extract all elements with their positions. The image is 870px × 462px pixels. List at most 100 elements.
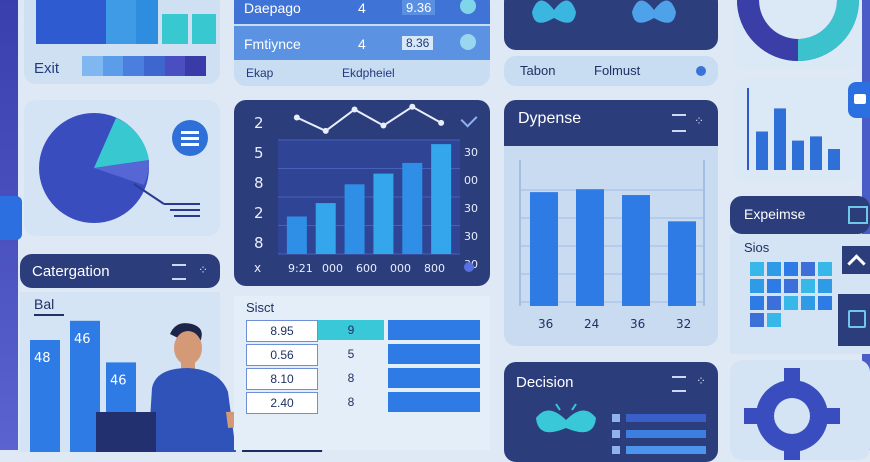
row-code: 8.36 xyxy=(402,36,434,50)
table-row[interactable]: 2.40 8 xyxy=(246,392,480,414)
cell: 8.95 xyxy=(246,320,318,342)
image-icon[interactable] xyxy=(848,206,868,224)
tile xyxy=(801,296,815,310)
y-tick-label-right: 30 xyxy=(464,230,478,243)
right-bars-panel xyxy=(734,78,860,182)
row-action-bar[interactable] xyxy=(388,344,480,364)
y-tick-label: 8 xyxy=(254,234,264,252)
y-tick-label: 2 xyxy=(254,114,264,132)
screen-icon[interactable] xyxy=(838,294,870,346)
y-tick-label-right: 30 xyxy=(464,146,478,159)
chevron-up-icon[interactable] xyxy=(842,246,870,274)
point xyxy=(322,127,329,134)
bar xyxy=(373,173,394,254)
y-tick-label: 5 xyxy=(254,144,264,162)
cell: 0.56 xyxy=(246,344,318,366)
butterfly-icon xyxy=(536,403,596,433)
legend-strip xyxy=(82,56,207,76)
row-action-bar[interactable] xyxy=(388,320,480,340)
bar xyxy=(668,221,696,306)
tile xyxy=(818,262,832,276)
tile xyxy=(767,313,781,327)
exit-label: Exit xyxy=(34,60,60,77)
tile xyxy=(818,296,832,310)
bar xyxy=(402,162,423,254)
row-action-icon[interactable] xyxy=(460,34,476,50)
decision-panel: Decision ⁘ xyxy=(504,362,718,462)
tile xyxy=(784,296,798,310)
cell: 8.10 xyxy=(246,368,318,390)
row-code: 9.36 xyxy=(402,0,436,15)
point xyxy=(438,119,445,126)
bar xyxy=(530,192,558,306)
dot-icon[interactable] xyxy=(464,262,474,272)
butterfly-footer: Tabon Folmust xyxy=(504,56,718,86)
row-action-bar[interactable] xyxy=(388,368,480,388)
x-tick-label: 000 xyxy=(322,262,343,275)
row-value: 4 xyxy=(358,0,366,16)
dypense-header xyxy=(504,100,718,146)
right-tab-icon[interactable] xyxy=(848,82,870,118)
gear-panel xyxy=(730,360,870,460)
bar xyxy=(828,149,840,170)
list-item[interactable] xyxy=(612,430,620,438)
experience-title: Expeimse xyxy=(744,206,806,222)
menu-icon[interactable] xyxy=(672,376,686,392)
point xyxy=(293,114,300,121)
tile xyxy=(750,262,764,276)
donut-panel xyxy=(734,0,860,70)
bar xyxy=(622,195,650,306)
point xyxy=(409,103,416,110)
table-row[interactable] xyxy=(234,0,490,24)
x-tick-label: 600 xyxy=(356,262,377,275)
bar xyxy=(315,203,336,254)
table-row[interactable]: 8.10 8 xyxy=(246,368,480,390)
footer-mid: Ekdpheiel xyxy=(342,66,395,80)
tile xyxy=(767,262,781,276)
x-tick-label: 36 xyxy=(630,317,645,331)
table-row[interactable]: 8.95 9 xyxy=(246,320,480,342)
tile xyxy=(750,279,764,293)
cell: 5 xyxy=(318,344,384,364)
categorization-header: Catergation ⁘ xyxy=(20,254,220,288)
cell: 9 xyxy=(318,320,384,340)
dot-icon[interactable] xyxy=(696,66,706,76)
experience-header: Expeimse xyxy=(730,196,870,234)
cell: 8 xyxy=(318,368,384,388)
right-bar-chart xyxy=(747,88,840,170)
bar xyxy=(431,144,452,254)
row-action-icon[interactable] xyxy=(460,0,476,14)
more-icon[interactable]: ⁘ xyxy=(696,374,707,388)
tile xyxy=(801,279,815,293)
left-tab-icon[interactable] xyxy=(0,196,22,240)
x-tick-label: 36 xyxy=(538,317,553,331)
row-name: Fmtiynce xyxy=(244,36,301,52)
row-name: Daepago xyxy=(244,0,301,16)
more-icon[interactable]: ⁘ xyxy=(694,114,705,128)
gear-icon xyxy=(744,368,840,460)
list-item[interactable] xyxy=(612,446,620,454)
small-table-title: Sisct xyxy=(246,300,275,315)
folmust-label: Folmust xyxy=(594,63,641,78)
tile-grid xyxy=(750,262,832,327)
row-action-bar[interactable] xyxy=(388,392,480,412)
butterfly-panel xyxy=(504,0,718,50)
row-value: 4 xyxy=(358,36,366,52)
experience-sub: Sios xyxy=(744,240,770,255)
bar xyxy=(286,216,307,254)
menu-icon[interactable] xyxy=(672,114,686,132)
tile xyxy=(750,313,764,327)
menu-icon[interactable] xyxy=(172,264,186,280)
menu-icon[interactable] xyxy=(172,120,208,156)
y-tick-label-right: 00 xyxy=(464,174,478,187)
bar xyxy=(792,140,804,170)
table-row[interactable]: 0.56 5 xyxy=(246,344,480,366)
list-item[interactable] xyxy=(612,414,620,422)
more-icon[interactable]: ⁘ xyxy=(198,263,209,277)
table-row[interactable] xyxy=(234,26,490,60)
bar xyxy=(756,131,768,170)
top-left-panel: Exit xyxy=(24,0,220,84)
categorization-sub: Bal xyxy=(34,296,55,312)
